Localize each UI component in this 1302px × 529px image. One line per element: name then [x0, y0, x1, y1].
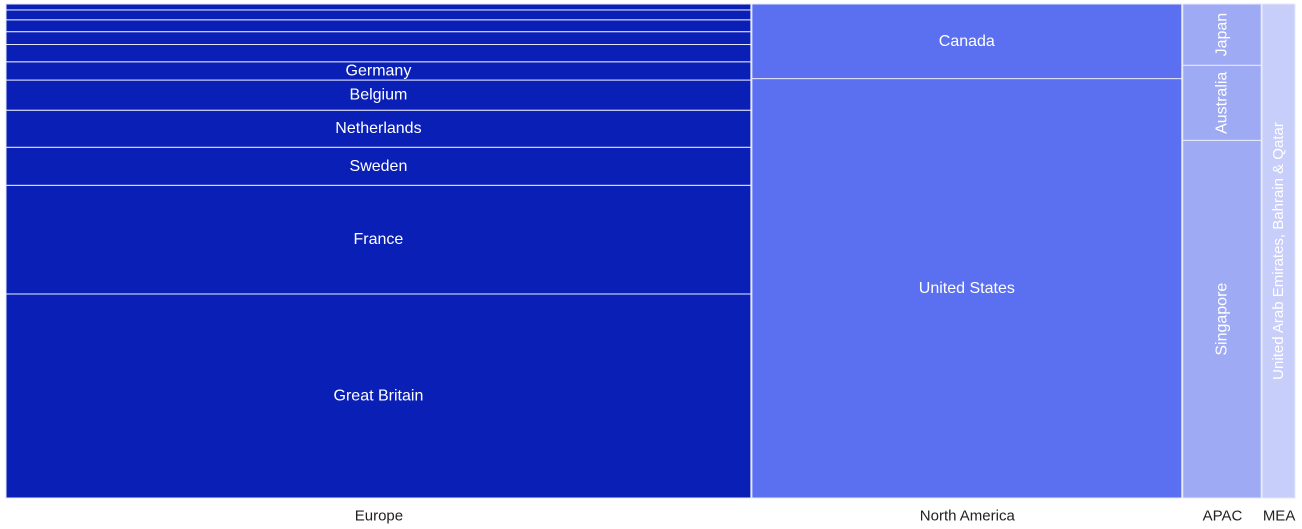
cell-label-mea-united-arab-emirates-bahrain-qatar: United Arab Emirates, Bahrain & Qatar	[1270, 122, 1287, 380]
cell-apac-singapore	[1182, 139, 1262, 499]
cell-europe-netherlands	[5, 109, 752, 148]
cell-label-apac-singapore: Singapore	[1213, 283, 1230, 356]
cell-label-north-america-united-states: United States	[919, 280, 1015, 297]
cell-europe-great-britain	[5, 293, 752, 499]
cell-north-america-canada	[751, 3, 1183, 80]
cell-label-europe-sweden: Sweden	[350, 158, 408, 175]
cell-europe-belgium	[5, 79, 752, 111]
cell-north-america-united-states	[751, 78, 1183, 499]
cell-label-europe-great-britain: Great Britain	[334, 387, 424, 404]
cell-label-north-america-canada: Canada	[939, 33, 995, 50]
cell-apac-australia	[1182, 64, 1262, 141]
cell-apac-japan	[1182, 3, 1262, 66]
cell-europe-segment-8	[5, 19, 752, 33]
cell-europe-segment-6	[5, 44, 752, 63]
x-axis-label-north-america: North America	[920, 508, 1016, 525]
x-axis-label-mea: MEA	[1263, 508, 1296, 525]
cell-europe-segment-9	[5, 9, 752, 21]
cell-mea-united-arab-emirates-bahrain-qatar	[1261, 3, 1296, 499]
cell-label-europe-belgium: Belgium	[350, 87, 408, 104]
x-axis-label-apac: APAC	[1203, 508, 1243, 525]
cell-label-europe-netherlands: Netherlands	[335, 120, 421, 137]
cell-label-apac-australia: Australia	[1213, 72, 1230, 134]
cell-europe-france	[5, 184, 752, 295]
cell-label-europe-france: France	[354, 231, 404, 248]
cell-europe-segment-10	[5, 3, 752, 11]
cell-label-apac-japan: Japan	[1213, 13, 1230, 57]
x-axis-label-europe: Europe	[355, 508, 403, 525]
cell-europe-segment-7	[5, 31, 752, 46]
cell-label-europe-germany: Germany	[346, 62, 412, 79]
